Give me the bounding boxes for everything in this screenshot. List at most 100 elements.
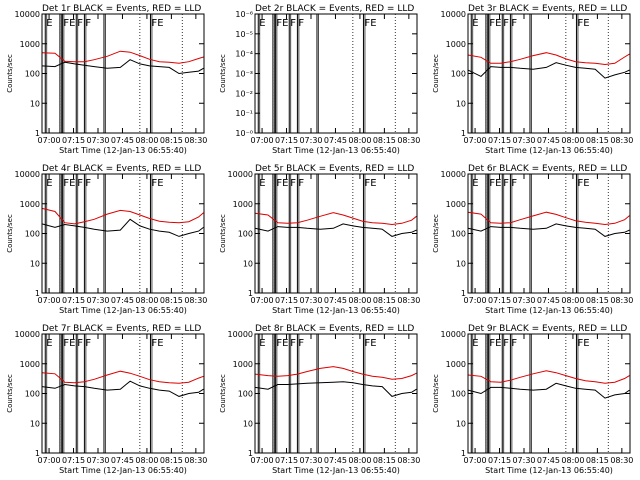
y-axis-label: Counts/sec [432,214,440,253]
x-tick-label: 08:15 [373,456,396,465]
x-tick-label: 07:45 [537,296,560,305]
marker-label: E [472,178,478,189]
plot-frame [467,173,631,294]
x-axis-label: Start Time (12-Jan-13 06:55:40) [272,306,400,315]
marker-label: F [511,18,517,29]
chart-panel-7: Det 7r BLACK = Events, RED = LLD Counts/s… [6,324,207,475]
y-tick-label: 1 [461,449,466,458]
x-axis-label: Start Time (12-Jan-13 06:55:40) [485,466,613,475]
plot-frame [254,333,418,454]
marker-label: E [46,18,52,29]
y-tick-label: 1000 [446,360,466,369]
y-tick-label: 10000 [228,330,253,339]
x-tick-label: 07:00 [251,296,274,305]
y-axis-label: Counts/sec [219,54,227,93]
lld-series [467,211,630,226]
marker-label: F [298,18,304,29]
x-tick-label: 07:30 [86,456,109,465]
y-tick-label: 10⁻⁰ [235,129,253,138]
chart-title: Det 9r BLACK = Events, RED = LLD [468,324,627,334]
marker-label: E [46,338,52,349]
y-tick-label: 1 [35,449,40,458]
marker-label: F [290,178,296,189]
x-tick-label: 08:15 [160,456,183,465]
marker-label: F [503,18,509,29]
x-axis-label: Start Time (12-Jan-13 06:55:40) [59,146,187,155]
x-tick-label: 08:15 [373,296,396,305]
x-tick-label: 08:00 [561,456,584,465]
lld-series [254,366,417,380]
marker-label: E [259,18,265,29]
events-series [467,223,630,237]
x-tick-label: 07:00 [251,136,274,145]
x-tick-label: 07:00 [38,456,61,465]
y-tick-label: 10 [30,99,40,108]
x-tick-label: 07:15 [62,136,85,145]
y-tick-label: 10⁻³ [235,70,253,79]
plot-frame [41,333,205,454]
x-tick-label: 08:30 [184,456,207,465]
chart-panel-5: Det 5r BLACK = Events, RED = LLD Counts/s… [219,164,420,315]
x-tick-label: 07:45 [324,296,347,305]
x-tick-label: 08:00 [135,456,158,465]
marker-label: F [503,178,509,189]
x-tick-label: 08:30 [610,136,633,145]
x-axis-label: Start Time (12-Jan-13 06:55:40) [485,306,613,315]
y-tick-label: 1 [248,449,253,458]
marker-label: FE [276,18,288,29]
chart-panel-8: Det 8r BLACK = Events, RED = LLD Counts/s… [219,324,420,475]
plot-frame [467,333,631,454]
chart-panel-3: Det 3r BLACK = Events, RED = LLD Counts/s… [432,4,633,155]
y-axis-label: Counts/sec [219,374,227,413]
marker-label: FE [577,178,589,189]
x-tick-label: 08:30 [610,296,633,305]
marker-label: F [298,338,304,349]
chart-title: Det 1r BLACK = Events, RED = LLD [42,4,201,14]
y-tick-label: 1000 [20,200,40,209]
y-tick-label: 10 [30,419,40,428]
y-tick-label: 10000 [15,170,40,179]
x-tick-label: 08:30 [397,456,420,465]
chart-title: Det 5r BLACK = Events, RED = LLD [255,164,414,174]
x-tick-label: 07:30 [299,296,322,305]
events-series [41,218,204,237]
marker-label: E [472,338,478,349]
marker-label: FE [276,178,288,189]
y-tick-label: 10000 [441,330,466,339]
x-tick-label: 08:30 [184,296,207,305]
marker-label: F [85,338,91,349]
x-axis-label: Start Time (12-Jan-13 06:55:40) [59,306,187,315]
y-axis-label: Counts/sec [6,54,14,93]
x-tick-label: 07:30 [512,456,535,465]
y-tick-label: 1 [35,129,40,138]
marker-label: FE [577,18,589,29]
chart-title: Det 6r BLACK = Events, RED = LLD [468,164,627,174]
marker-label: FE [63,178,75,189]
x-tick-label: 08:15 [586,296,609,305]
y-tick-label: 100 [451,390,466,399]
x-tick-label: 07:30 [86,136,109,145]
x-tick-label: 07:30 [299,136,322,145]
x-tick-label: 08:30 [397,296,420,305]
lld-series [41,50,204,64]
marker-label: FE [63,338,75,349]
marker-label: E [259,338,265,349]
lld-series [41,207,204,225]
marker-label: FE [364,178,376,189]
y-tick-label: 100 [25,230,40,239]
y-tick-label: 10 [456,259,466,268]
x-tick-label: 07:15 [488,296,511,305]
x-tick-label: 07:30 [512,136,535,145]
x-tick-label: 07:45 [537,456,560,465]
marker-label: F [85,18,91,29]
events-series [467,62,630,79]
y-tick-label: 1000 [20,360,40,369]
y-tick-label: 100 [451,70,466,79]
x-tick-label: 07:15 [275,296,298,305]
y-tick-label: 100 [25,390,40,399]
x-axis-label: Start Time (12-Jan-13 06:55:40) [272,466,400,475]
chart-panel-6: Det 6r BLACK = Events, RED = LLD Counts/s… [432,164,633,315]
y-axis-label: Counts/sec [6,214,14,253]
x-tick-label: 08:15 [160,296,183,305]
x-tick-label: 08:00 [561,296,584,305]
